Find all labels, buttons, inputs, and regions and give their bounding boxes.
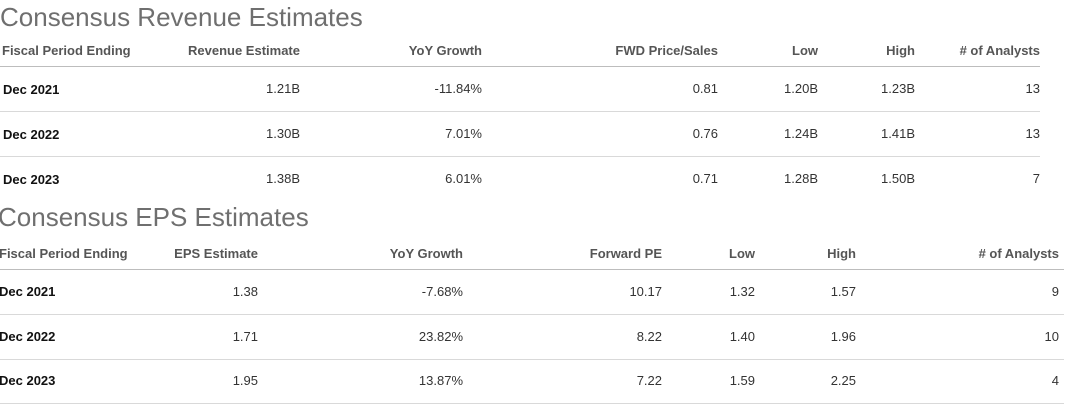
- analysts-value: 13: [1025, 126, 1040, 141]
- high-value: 1.41B: [881, 126, 915, 141]
- analysts-value: 10: [1044, 329, 1059, 344]
- analysts-value: 7: [1032, 171, 1040, 186]
- low-value: 1.40: [729, 329, 755, 344]
- fwd-price-sales-value: 0.71: [692, 171, 718, 186]
- row-divider: [0, 403, 1064, 404]
- row-label: Dec 2022: [0, 329, 56, 344]
- high-value: 2.25: [830, 373, 856, 388]
- col-header-forward-pe[interactable]: Forward PE: [589, 246, 662, 261]
- analysts-value: 13: [1025, 81, 1040, 96]
- row-divider: [0, 111, 1040, 112]
- row-divider: [0, 314, 1064, 315]
- col-header-num-analysts[interactable]: # of Analysts: [978, 246, 1059, 261]
- eps-estimates-section: Consensus EPS Estimates Fiscal Period En…: [0, 201, 1072, 413]
- col-header-fwd-price-sales[interactable]: FWD Price/Sales: [615, 43, 718, 58]
- revenue-estimates-section: Consensus Revenue Estimates Fiscal Perio…: [0, 0, 1072, 203]
- fwd-price-sales-value: 0.81: [692, 81, 718, 96]
- yoy-growth-value: -7.68%: [421, 284, 463, 299]
- row-label: Dec 2021: [0, 284, 56, 299]
- yoy-growth-value: 23.82%: [418, 329, 463, 344]
- high-value: 1.50B: [881, 171, 915, 186]
- eps-estimate-value: 1.38: [232, 284, 258, 299]
- eps-estimate-value: 1.95: [232, 373, 258, 388]
- col-header-yoy-growth[interactable]: YoY Growth: [408, 43, 482, 58]
- low-value: 1.28B: [784, 171, 818, 186]
- row-label: Dec 2021: [3, 82, 60, 97]
- col-header-low[interactable]: Low: [792, 43, 818, 58]
- row-divider: [0, 156, 1040, 157]
- row-label: Dec 2022: [3, 127, 60, 142]
- yoy-growth-value: 7.01%: [445, 126, 482, 141]
- col-header-high[interactable]: High: [827, 246, 856, 261]
- yoy-growth-value: 6.01%: [445, 171, 482, 186]
- header-divider: [0, 269, 1064, 270]
- row-divider: [0, 359, 1064, 360]
- col-header-low[interactable]: Low: [729, 246, 755, 261]
- low-value: 1.24B: [784, 126, 818, 141]
- col-header-num-analysts[interactable]: # of Analysts: [959, 43, 1040, 58]
- eps-estimates-title: Consensus EPS Estimates: [0, 202, 309, 232]
- high-value: 1.57: [830, 284, 856, 299]
- low-value: 1.32: [729, 284, 755, 299]
- forward-pe-value: 8.22: [636, 329, 662, 344]
- revenue-estimates-title: Consensus Revenue Estimates: [0, 2, 363, 32]
- col-header-eps-estimate[interactable]: EPS Estimate: [174, 246, 258, 261]
- yoy-growth-value: 13.87%: [418, 373, 463, 388]
- fwd-price-sales-value: 0.76: [692, 126, 718, 141]
- row-label: Dec 2023: [0, 373, 56, 388]
- forward-pe-value: 7.22: [636, 373, 662, 388]
- header-divider: [0, 66, 1040, 67]
- eps-estimate-value: 1.71: [232, 329, 258, 344]
- forward-pe-value: 10.17: [629, 284, 662, 299]
- low-value: 1.20B: [784, 81, 818, 96]
- col-header-yoy-growth[interactable]: YoY Growth: [389, 246, 463, 261]
- revenue-estimate-value: 1.30B: [266, 126, 300, 141]
- low-value: 1.59: [729, 373, 755, 388]
- col-header-high[interactable]: High: [886, 43, 915, 58]
- col-header-revenue-estimate[interactable]: Revenue Estimate: [188, 43, 300, 58]
- analysts-value: 4: [1051, 373, 1059, 388]
- col-header-fiscal-period[interactable]: Fiscal Period Ending: [0, 246, 128, 261]
- row-label: Dec 2023: [3, 172, 60, 187]
- revenue-estimate-value: 1.21B: [266, 81, 300, 96]
- high-value: 1.96: [830, 329, 856, 344]
- analysts-value: 9: [1051, 284, 1059, 299]
- high-value: 1.23B: [881, 81, 915, 96]
- revenue-estimate-value: 1.38B: [266, 171, 300, 186]
- yoy-growth-value: -11.84%: [434, 81, 482, 96]
- col-header-fiscal-period[interactable]: Fiscal Period Ending: [2, 43, 131, 58]
